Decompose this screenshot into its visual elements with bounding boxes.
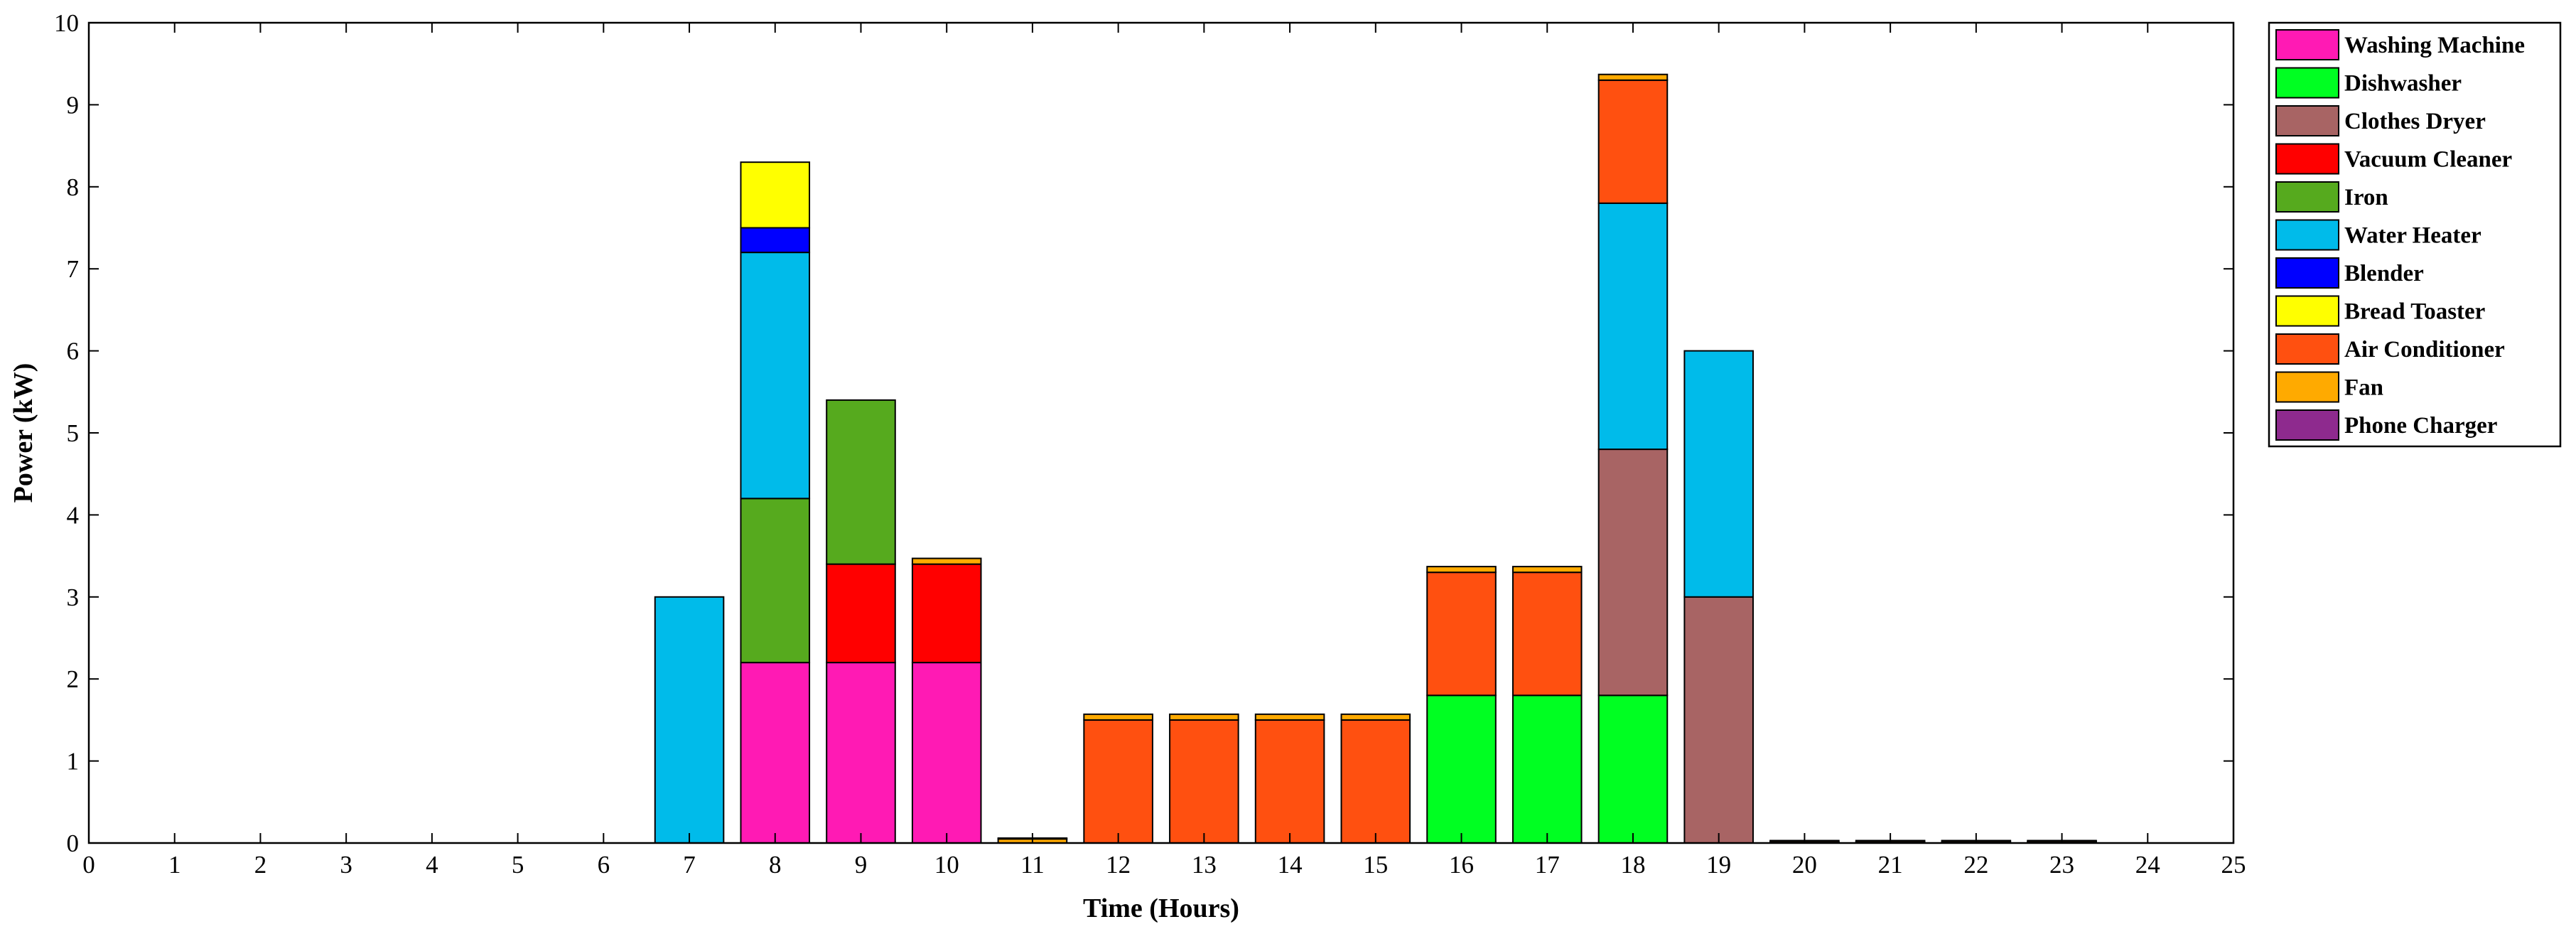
x-tick-label-15: 15 (1363, 851, 1388, 879)
x-tick-label-3: 3 (340, 851, 352, 879)
y-tick-label-7: 7 (67, 255, 80, 283)
legend-swatch-vacuum-cleaner (2275, 143, 2339, 175)
y-tick-label-3: 3 (67, 584, 80, 611)
x-tick-label-13: 13 (1192, 851, 1217, 879)
legend-swatch-blender (2275, 257, 2339, 289)
y-tick-label-8: 8 (67, 173, 80, 201)
x-tick-label-8: 8 (769, 851, 782, 879)
bar-air-conditioner-hour-18 (1597, 79, 1669, 204)
x-tick-label-17: 17 (1535, 851, 1560, 879)
bar-bread-toaster-hour-8 (740, 161, 811, 229)
bar-washing-machine-hour-10 (911, 662, 982, 844)
legend-label-water-heater: Water Heater (2344, 223, 2481, 249)
legend-label-iron: Iron (2344, 185, 2388, 210)
bars-layer (654, 73, 2097, 844)
bar-vacuum-cleaner-hour-9 (826, 563, 896, 664)
x-tick-label-19: 19 (1706, 851, 1731, 879)
x-tick-label-2: 2 (254, 851, 267, 879)
bar-air-conditioner-hour-16 (1426, 571, 1497, 697)
legend-swatch-dishwasher (2275, 67, 2339, 99)
bar-dishwasher-hour-17 (1511, 694, 1583, 844)
bar-fan-hour-10 (911, 557, 982, 565)
bar-fan-hour-12 (1083, 713, 1153, 721)
bar-fan-hour-14 (1254, 713, 1325, 721)
legend-swatch-iron (2275, 181, 2339, 213)
y-tick-label-5: 5 (67, 419, 80, 447)
y-tick-label-10: 10 (54, 9, 79, 37)
x-tick-label-4: 4 (426, 851, 438, 879)
bar-fan-hour-15 (1340, 713, 1411, 721)
bar-water-heater-hour-19 (1683, 350, 1754, 598)
legend-swatch-bread-toaster (2275, 295, 2339, 327)
bar-washing-machine-hour-8 (740, 662, 811, 844)
bar-dishwasher-hour-16 (1426, 694, 1497, 844)
y-tick-label-0: 0 (67, 830, 80, 857)
x-tick-label-18: 18 (1620, 851, 1645, 879)
legend-label-clothes-dryer: Clothes Dryer (2344, 109, 2486, 134)
bar-clothes-dryer-hour-18 (1597, 449, 1669, 697)
y-axis-title: Power (kW) (9, 363, 38, 503)
x-tick-label-11: 11 (1020, 851, 1045, 879)
bar-fan-hour-16 (1426, 566, 1497, 574)
x-tick-label-6: 6 (598, 851, 610, 879)
y-tick-label-9: 9 (67, 91, 80, 119)
bar-air-conditioner-hour-14 (1254, 719, 1325, 844)
legend-label-bread-toaster: Bread Toaster (2344, 299, 2485, 325)
x-tick-label-7: 7 (683, 851, 696, 879)
y-tick-label-6: 6 (67, 338, 80, 365)
legend-swatch-washing-machine (2275, 29, 2339, 60)
x-tick-label-23: 23 (2049, 851, 2074, 879)
x-tick-label-20: 20 (1792, 851, 1817, 879)
bar-fan-hour-18 (1597, 73, 1669, 81)
legend-label-dishwasher: Dishwasher (2344, 71, 2462, 97)
bar-water-heater-hour-18 (1597, 202, 1669, 451)
bar-air-conditioner-hour-13 (1169, 719, 1239, 844)
x-tick-label-0: 0 (82, 851, 95, 879)
legend-swatch-water-heater (2275, 219, 2339, 251)
x-tick-label-1: 1 (168, 851, 181, 879)
legend-label-washing-machine: Washing Machine (2344, 33, 2525, 58)
bar-clothes-dryer-hour-19 (1683, 596, 1754, 844)
y-tick-label-2: 2 (67, 665, 80, 693)
x-axis-title: Time (Hours) (1083, 893, 1239, 923)
bar-air-conditioner-hour-12 (1083, 719, 1153, 844)
legend-label-phone-charger: Phone Charger (2344, 413, 2497, 439)
legend-label-vacuum-cleaner: Vacuum Cleaner (2344, 147, 2512, 173)
bar-fan-hour-17 (1511, 566, 1583, 574)
bar-washing-machine-hour-9 (826, 662, 896, 844)
legend-swatch-clothes-dryer (2275, 105, 2339, 136)
x-tick-label-24: 24 (2135, 851, 2160, 879)
legend-label-blender: Blender (2344, 261, 2424, 286)
bar-blender-hour-8 (740, 227, 811, 254)
x-tick-label-22: 22 (1963, 851, 1988, 879)
bar-air-conditioner-hour-17 (1511, 571, 1583, 697)
axis-ticks: 0 1 2 3 4 5 6 7 8 9 10 11 12 13 14 15 16 17 18 19 20 21 22 23 24… (54, 9, 2246, 879)
x-tick-label-9: 9 (855, 851, 868, 879)
x-tick-label-21: 21 (1878, 851, 1903, 879)
bar-water-heater-hour-7 (654, 596, 725, 844)
legend-swatch-fan (2275, 371, 2339, 403)
legend-swatch-air-conditioner (2275, 333, 2339, 365)
legend-swatch-phone-charger (2275, 409, 2339, 441)
x-tick-label-25: 25 (2221, 851, 2246, 879)
bar-water-heater-hour-8 (740, 252, 811, 500)
x-tick-label-16: 16 (1449, 851, 1474, 879)
x-tick-label-14: 14 (1278, 851, 1303, 879)
legend-label-air-conditioner: Air Conditioner (2344, 337, 2505, 363)
legend-label-fan: Fan (2344, 375, 2383, 401)
x-tick-label-10: 10 (934, 851, 959, 879)
bar-air-conditioner-hour-15 (1340, 719, 1411, 844)
y-tick-label-1: 1 (67, 748, 80, 775)
bar-iron-hour-8 (740, 498, 811, 664)
legend: Washing Machine Dishwasher Clothes Dryer Va… (2268, 21, 2562, 448)
plot-area-frame (87, 21, 2235, 844)
bar-iron-hour-9 (826, 399, 896, 565)
x-tick-label-12: 12 (1106, 851, 1131, 879)
x-tick-label-5: 5 (512, 851, 524, 879)
y-tick-label-4: 4 (67, 501, 80, 529)
bar-vacuum-cleaner-hour-10 (911, 563, 982, 664)
bar-fan-hour-13 (1169, 713, 1239, 721)
bar-dishwasher-hour-18 (1597, 694, 1669, 844)
